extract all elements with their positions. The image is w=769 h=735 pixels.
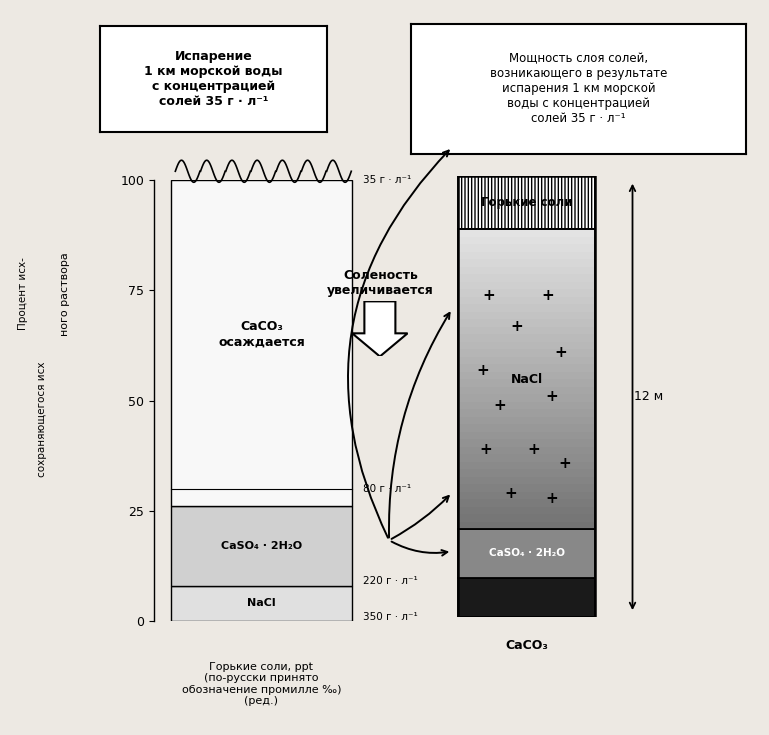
Text: CaSO₄ · 2H₂O: CaSO₄ · 2H₂O — [489, 548, 564, 559]
Bar — [458, 402, 595, 409]
Bar — [458, 312, 595, 319]
Text: 80 г · л⁻¹: 80 г · л⁻¹ — [363, 484, 411, 494]
Bar — [458, 297, 595, 304]
Bar — [458, 372, 595, 379]
Text: Горькие соли, ppt
(по-русски принято
обозначение промилле ‰)
(ред.): Горькие соли, ppt (по-русски принято обо… — [181, 662, 341, 706]
Text: +: + — [545, 390, 558, 404]
Bar — [171, 180, 352, 506]
Text: CaCO₃: CaCO₃ — [505, 639, 548, 653]
Bar — [458, 578, 595, 617]
Text: Мощность слоя солей,
возникающего в результате
испарения 1 км морской
воды с кон: Мощность слоя солей, возникающего в резу… — [490, 52, 667, 126]
Text: 350 г · л⁻¹: 350 г · л⁻¹ — [363, 612, 418, 622]
Text: NaCl: NaCl — [247, 598, 276, 609]
Bar — [458, 409, 595, 417]
Bar — [458, 176, 595, 229]
Text: +: + — [477, 363, 489, 378]
Text: Соленость
увеличивается: Соленость увеличивается — [328, 269, 434, 297]
Text: Процент исх-: Процент исх- — [18, 257, 28, 331]
Bar — [458, 349, 595, 356]
Bar — [458, 334, 595, 342]
Text: +: + — [482, 288, 494, 303]
Text: 12 м: 12 м — [634, 390, 664, 404]
Text: +: + — [511, 319, 524, 334]
Text: +: + — [545, 491, 558, 506]
Bar — [458, 274, 595, 282]
Bar — [458, 454, 595, 462]
Bar — [458, 477, 595, 484]
Bar — [458, 252, 595, 259]
Bar — [458, 431, 595, 440]
Bar — [458, 506, 595, 514]
Bar — [458, 529, 595, 578]
Bar — [458, 282, 595, 290]
Text: Испарение
1 км морской воды
с концентрацией
солей 35 г · л⁻¹: Испарение 1 км морской воды с концентрац… — [144, 50, 283, 108]
Bar — [458, 492, 595, 499]
Bar — [458, 387, 595, 394]
Bar — [458, 342, 595, 349]
Text: 35 г · л⁻¹: 35 г · л⁻¹ — [363, 175, 411, 185]
Text: +: + — [541, 288, 554, 303]
Text: +: + — [479, 442, 492, 457]
Bar — [458, 319, 595, 327]
Polygon shape — [352, 301, 408, 356]
Bar — [458, 379, 595, 387]
Text: Горькие соли: Горькие соли — [481, 196, 572, 209]
Bar — [458, 229, 595, 529]
Text: +: + — [554, 345, 568, 360]
Bar — [458, 267, 595, 274]
Bar — [458, 176, 595, 617]
Bar — [458, 229, 595, 237]
Bar — [458, 244, 595, 252]
Bar — [458, 522, 595, 529]
Bar — [458, 447, 595, 454]
Bar — [458, 365, 595, 372]
Bar — [458, 259, 595, 267]
Bar — [458, 304, 595, 312]
Text: NaCl: NaCl — [511, 373, 543, 386]
Bar — [458, 499, 595, 506]
Bar — [458, 356, 595, 365]
Text: +: + — [504, 487, 517, 501]
Bar — [458, 440, 595, 447]
Bar — [171, 586, 352, 621]
Text: ного раствора: ного раствора — [60, 252, 71, 336]
Text: сохраняющегося исх: сохраняющегося исх — [37, 361, 48, 477]
Bar — [458, 424, 595, 431]
Bar — [458, 417, 595, 424]
Text: +: + — [528, 442, 540, 457]
Bar — [458, 394, 595, 402]
Bar — [458, 290, 595, 297]
Bar — [458, 484, 595, 492]
Bar — [458, 514, 595, 522]
Bar — [458, 237, 595, 244]
Text: CaCO₃
осаждается: CaCO₃ осаждается — [218, 320, 305, 348]
Text: CaSO₄ · 2H₂O: CaSO₄ · 2H₂O — [221, 541, 302, 551]
Bar — [458, 469, 595, 477]
Text: 220 г · л⁻¹: 220 г · л⁻¹ — [363, 576, 418, 587]
Text: +: + — [559, 456, 571, 470]
Text: +: + — [493, 398, 506, 413]
Bar — [458, 327, 595, 334]
Bar — [171, 506, 352, 586]
Bar — [458, 462, 595, 469]
